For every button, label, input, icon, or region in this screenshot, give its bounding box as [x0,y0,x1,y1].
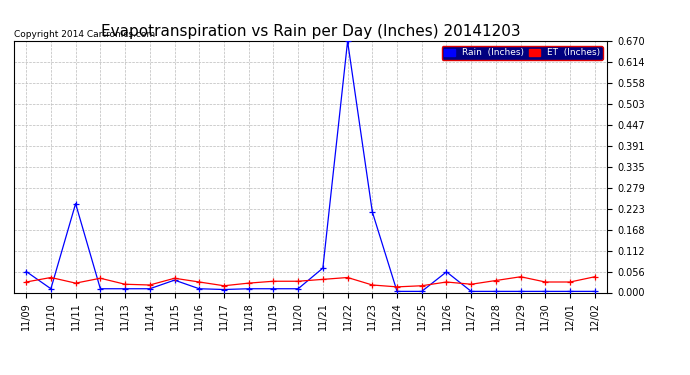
Title: Evapotranspiration vs Rain per Day (Inches) 20141203: Evapotranspiration vs Rain per Day (Inch… [101,24,520,39]
Text: Copyright 2014 Cartronics.com: Copyright 2014 Cartronics.com [14,30,155,39]
Legend: Rain  (Inches), ET  (Inches): Rain (Inches), ET (Inches) [442,46,602,60]
